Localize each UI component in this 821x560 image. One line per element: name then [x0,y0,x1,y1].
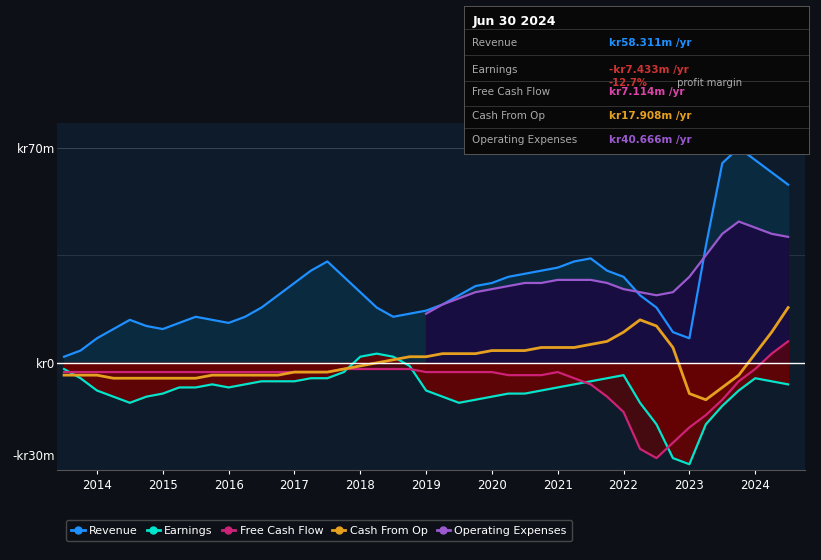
Text: Free Cash Flow: Free Cash Flow [473,87,551,97]
Text: -kr7.433m /yr: -kr7.433m /yr [608,65,689,75]
Text: kr58.311m /yr: kr58.311m /yr [608,39,691,49]
Text: kr7.114m /yr: kr7.114m /yr [608,87,684,97]
Text: Operating Expenses: Operating Expenses [473,135,578,145]
Text: -12.7%: -12.7% [608,78,648,88]
Text: Revenue: Revenue [473,39,517,49]
Legend: Revenue, Earnings, Free Cash Flow, Cash From Op, Operating Expenses: Revenue, Earnings, Free Cash Flow, Cash … [66,520,572,541]
Text: Cash From Op: Cash From Op [473,111,545,121]
Text: kr17.908m /yr: kr17.908m /yr [608,111,691,121]
Text: kr40.666m /yr: kr40.666m /yr [608,135,691,145]
Text: Earnings: Earnings [473,65,518,75]
Text: Jun 30 2024: Jun 30 2024 [473,15,556,27]
Text: profit margin: profit margin [674,78,742,88]
